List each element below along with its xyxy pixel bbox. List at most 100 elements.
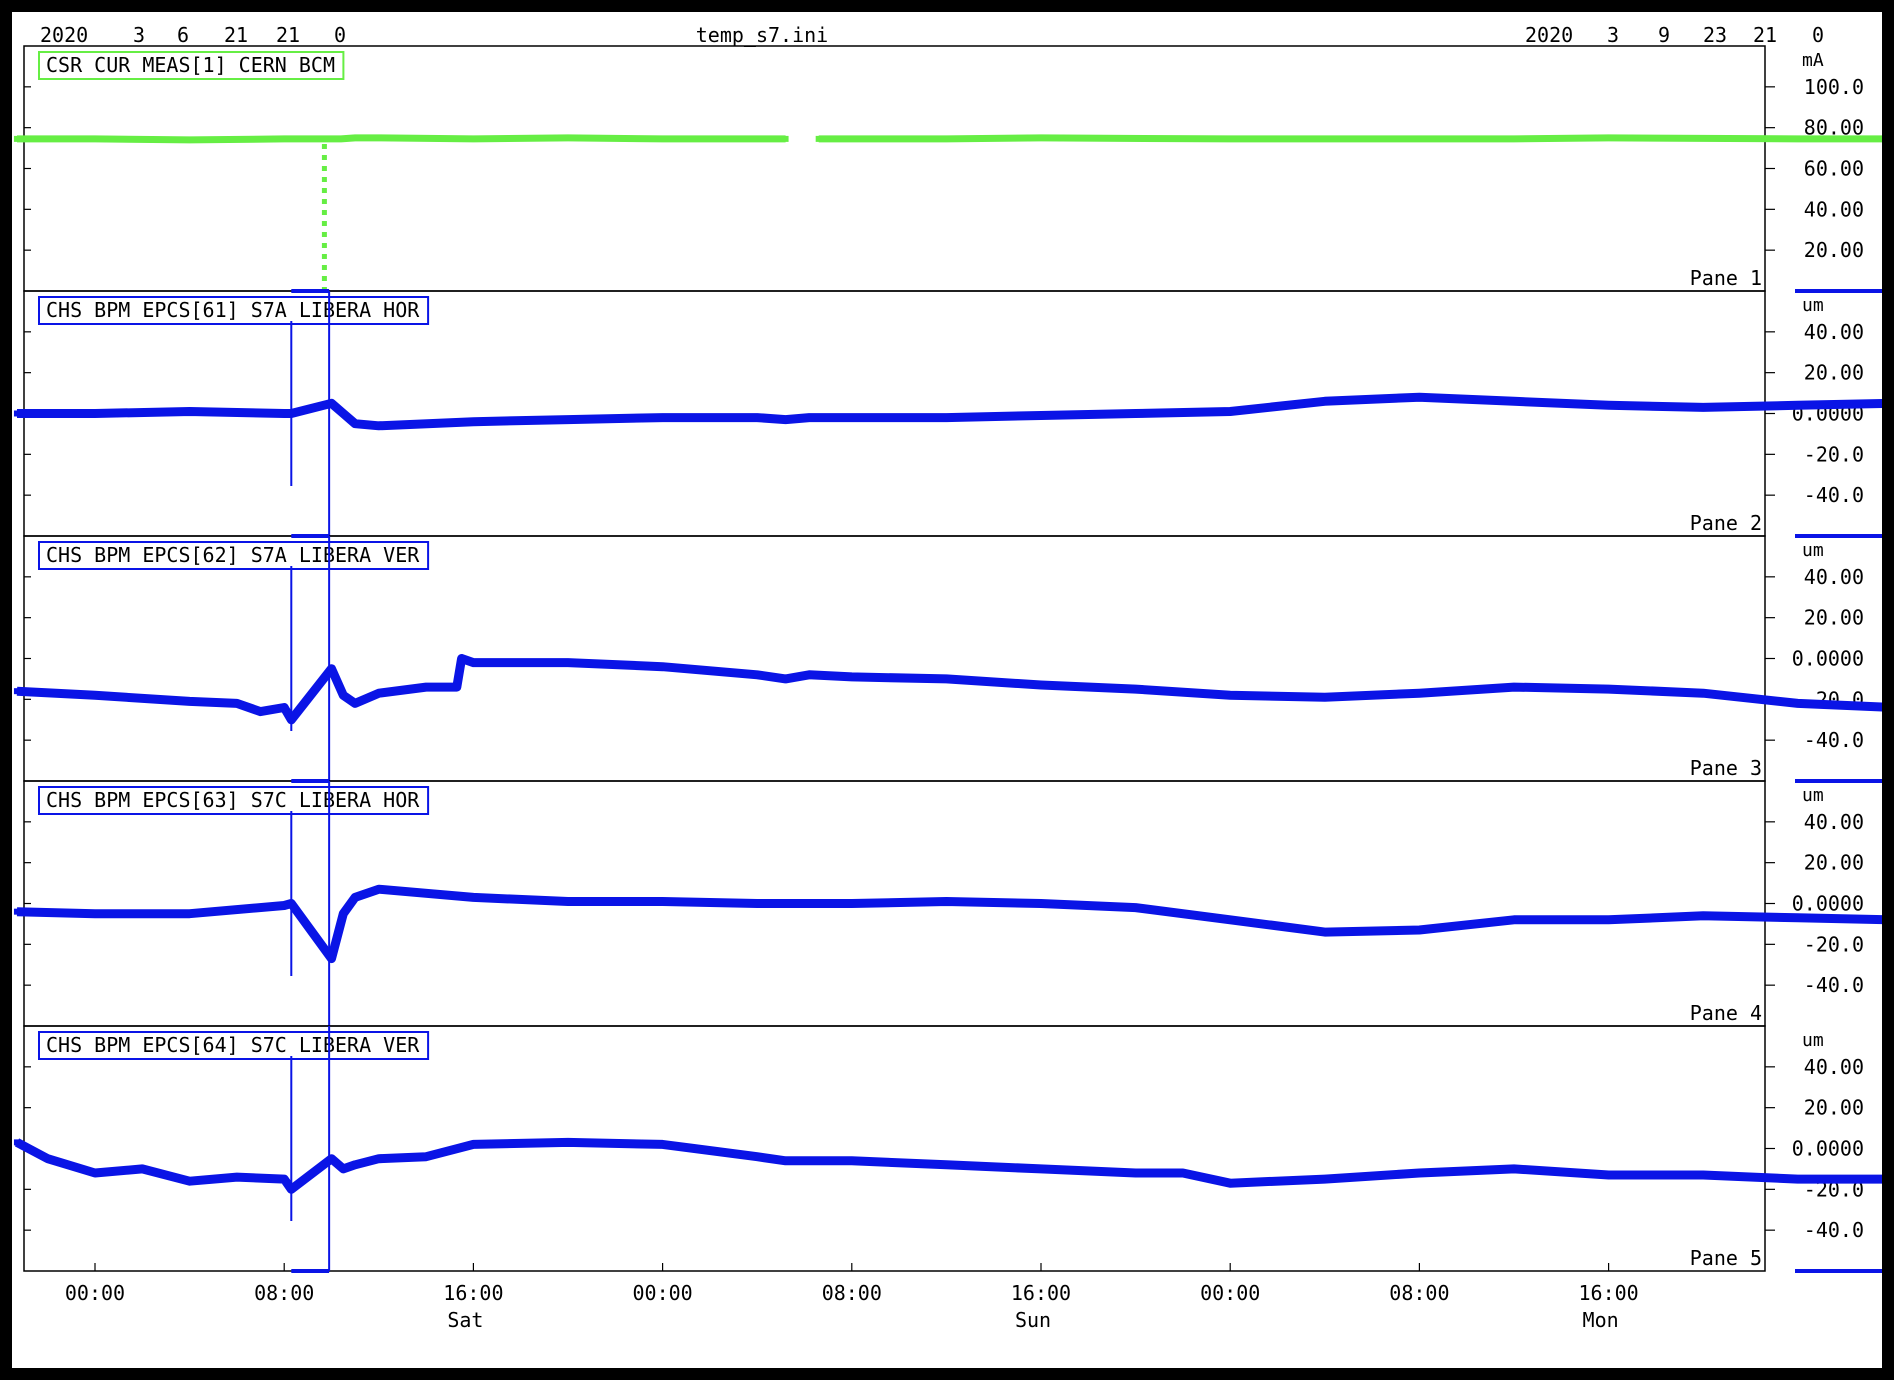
time-axis: 00:00 08:00 16:00 00:00 08:00 16:00 00:00 08:00… [65,1263,1639,1332]
y-tick-label: 60.00 [1804,157,1864,181]
header-row: 2020 3 6 21 21 0 temp_s7.ini 2020 3 9 23 21 0 [40,23,1824,47]
series-line [16,654,1882,725]
data-point [659,414,666,421]
data-point [186,136,193,143]
data-point [659,135,666,142]
data-point [806,1157,813,1164]
data-point [1416,927,1423,934]
data-point [1321,694,1328,701]
data-point [1038,1165,1044,1172]
day-label: Sun [1015,1308,1051,1332]
data-point [340,1165,347,1172]
data-point [281,1176,288,1183]
data-point [281,902,288,909]
data-point [375,134,382,141]
series-trace [13,534,1882,781]
data-point [1700,912,1707,919]
series-title-box [38,51,345,80]
start-date-part: 21 [224,23,248,47]
data-point [1416,135,1423,142]
data-point [1700,1172,1707,1179]
data-point [1038,412,1044,419]
data-point [281,704,288,711]
data-point [375,690,382,697]
data-point [328,400,335,407]
end-date-part: 0 [1812,23,1824,47]
y-tick-label: -40.0 [1804,483,1864,507]
data-point [1794,1176,1801,1183]
data-point [1132,410,1139,417]
x-tick-label: 16:00 [443,1281,503,1305]
data-point [1227,916,1234,923]
unit-label: um [1802,295,1824,316]
data-point [848,673,855,680]
start-date-part: 3 [133,23,145,47]
y-tick-label: 80.00 [1804,116,1864,140]
pane-4: 40.00 20.00 0.0000 -20.0 -40.0 um Pane 4 CHS BP… [13,779,1882,1027]
data-point [92,135,98,142]
data-point [352,420,359,427]
data-point [281,135,288,142]
data-point [257,708,264,715]
data-point [782,1157,789,1164]
data-point [565,659,571,666]
x-tick-label: 16:00 [1011,1281,1071,1305]
pane-label: Pane 1 [1690,266,1762,290]
pane-label: Pane 3 [1690,756,1762,780]
data-point [470,894,477,901]
data-point [92,410,98,417]
y-tick-label: 40.00 [1804,197,1864,221]
data-point [233,1174,240,1181]
pane-frame [23,535,1766,782]
panes: 100.0 80.00 60.00 40.00 20.00 mA Pane 1 CSR CUR… [13,45,1882,1273]
series-trace [13,289,1882,536]
data-point [423,1153,430,1160]
data-point [423,684,430,691]
data-point [943,898,950,905]
unit-label: um [1802,540,1824,561]
data-point [806,414,813,421]
data-point [1038,682,1044,689]
plot-window: 2020 3 6 21 21 0 temp_s7.ini 2020 3 9 23 21 0 100.… [12,12,1882,1368]
data-point [1511,684,1517,691]
data-point [352,700,359,707]
data-point [1179,1170,1186,1176]
pane-label: Pane 2 [1690,511,1762,535]
y-tick-label: 0.0000 [1792,892,1864,916]
series-title-box [38,786,430,815]
data-point [782,900,789,907]
data-point [1227,692,1234,699]
data-point [470,659,477,666]
data-point [1038,900,1044,907]
data-point [806,671,813,678]
y-tick-label: 0.0000 [1792,647,1864,671]
data-point [340,410,347,417]
y-tick-label: 20.00 [1804,1096,1864,1120]
data-point [1227,135,1234,142]
y-tick-label: 40.00 [1804,1055,1864,1079]
data-point [565,898,571,905]
strip-chart: 2020 3 6 21 21 0 temp_s7.ini 2020 3 9 23 21 0 100.… [13,23,1882,1332]
data-point [340,692,347,699]
data-point [1416,1170,1423,1176]
data-point [328,665,335,672]
data-point [815,135,822,142]
end-date-part: 23 [1703,23,1727,47]
data-point [1132,686,1139,693]
series-line [16,884,1882,964]
data-point [754,1153,761,1160]
data-point [92,1170,98,1176]
pane-label: Pane 5 [1690,1246,1762,1270]
data-point [1321,1176,1328,1183]
data-point [1605,686,1612,693]
data-point [375,422,382,429]
data-point [1321,398,1328,405]
y-tick-label: 20.00 [1804,361,1864,385]
data-point [943,1161,950,1168]
series-title-box [38,1031,430,1060]
data-point [340,910,347,917]
y-tick-label: 40.00 [1804,810,1864,834]
series-title: CHS BPM EPCS[63] S7C LIBERA HOR [46,788,420,812]
series-line [14,1137,1882,1194]
